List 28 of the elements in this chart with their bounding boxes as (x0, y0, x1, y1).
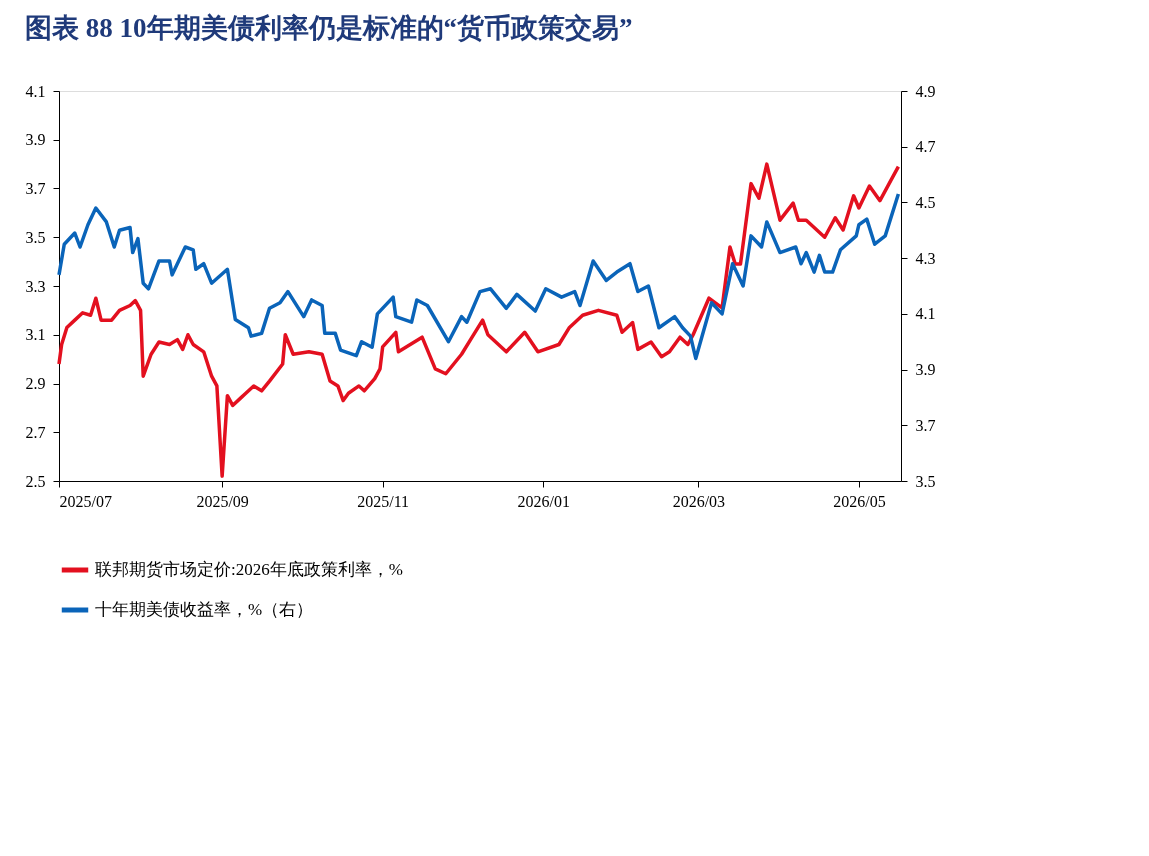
y2-tick-label: 4.5 (915, 193, 936, 211)
x-tick-label: 2026/05 (833, 492, 886, 510)
y-tick-label: 2.7 (25, 423, 46, 441)
y-tick-label: 2.9 (25, 375, 46, 392)
legend-label: 十年期美债收益率，%（右） (95, 600, 314, 619)
chart-title: 图表 88 10年期美债利率仍是标准的“货币政策交易” (25, 13, 633, 43)
legend-label: 联邦期货市场定价:2026年底政策利率，% (95, 560, 403, 579)
line-series (57, 162, 901, 478)
y2-tick-label: 3.9 (915, 361, 936, 379)
x-tick-label: 2026/01 (517, 492, 570, 510)
x-tick-label: 2025/11 (357, 492, 410, 510)
y-tick-label: 3.9 (25, 131, 46, 149)
y2-tick-label: 4.9 (915, 82, 936, 100)
y-tick-label: 3.7 (25, 180, 46, 197)
y2-tick-label: 4.7 (915, 138, 936, 156)
x-tick-label: 2025/07 (59, 492, 112, 510)
y2-tick-label: 3.7 (915, 416, 936, 434)
y-tick-label: 4.1 (25, 82, 46, 100)
y-tick-label: 3.1 (25, 326, 46, 344)
y-tick-label: 3.3 (25, 277, 46, 295)
y2-tick-label: 4.3 (915, 249, 936, 267)
x-tick-label: 2025/09 (196, 492, 249, 510)
y2-tick-label: 4.1 (915, 305, 936, 323)
y-tick-label: 3.5 (25, 228, 46, 246)
x-tick-label: 2026/03 (672, 492, 726, 510)
y2-tick-label: 3.5 (915, 472, 936, 490)
y-tick-label: 2.5 (25, 472, 46, 490)
line-series (57, 192, 901, 361)
